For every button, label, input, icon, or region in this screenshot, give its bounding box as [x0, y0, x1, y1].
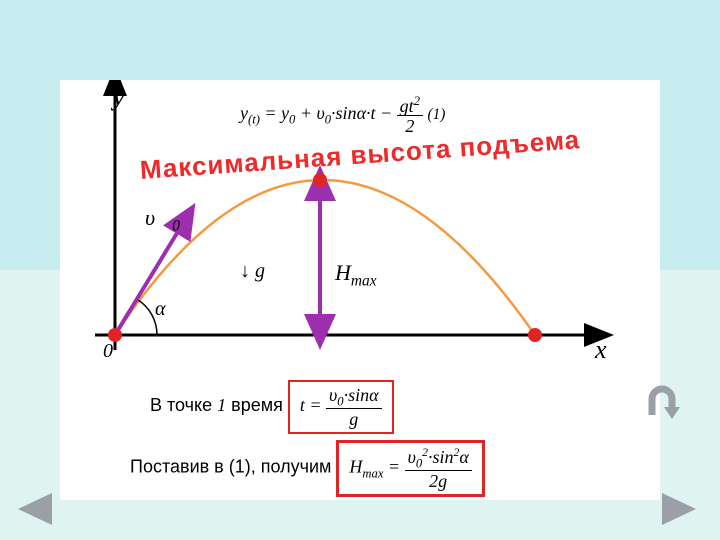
equation-time: В точке 1 время t = υ0·sinαg [150, 380, 394, 434]
origin-label: 0 [103, 340, 113, 363]
v0-label: υ⃗0 [145, 205, 180, 235]
alpha-label: α [155, 298, 166, 321]
hmax-label: Hmax [335, 260, 377, 290]
hmax-formula-box: Hmax = υ02·sin2α2g [336, 440, 484, 497]
nav-prev-button[interactable] [18, 493, 58, 525]
equation-hmax: Поставив в (1), получим Hmax = υ02·sin2α… [130, 440, 485, 497]
text-after: время [226, 395, 288, 415]
nav-next-button[interactable] [662, 493, 702, 525]
g-vector-label: ↓ g⃗ [240, 260, 281, 283]
time-formula-box: t = υ0·sinαg [288, 380, 394, 434]
text-line2: Поставив в (1), получим [130, 457, 336, 477]
point-label: 1 [217, 395, 226, 415]
y-axis-label: y [113, 82, 125, 112]
nav-return-button[interactable] [640, 385, 680, 417]
x-axis-label: x [595, 335, 607, 365]
text-before: В точке [150, 395, 217, 415]
equation-motion: y(t) = y0 + υ0·sinα·t − gt22 (1) [240, 95, 445, 135]
